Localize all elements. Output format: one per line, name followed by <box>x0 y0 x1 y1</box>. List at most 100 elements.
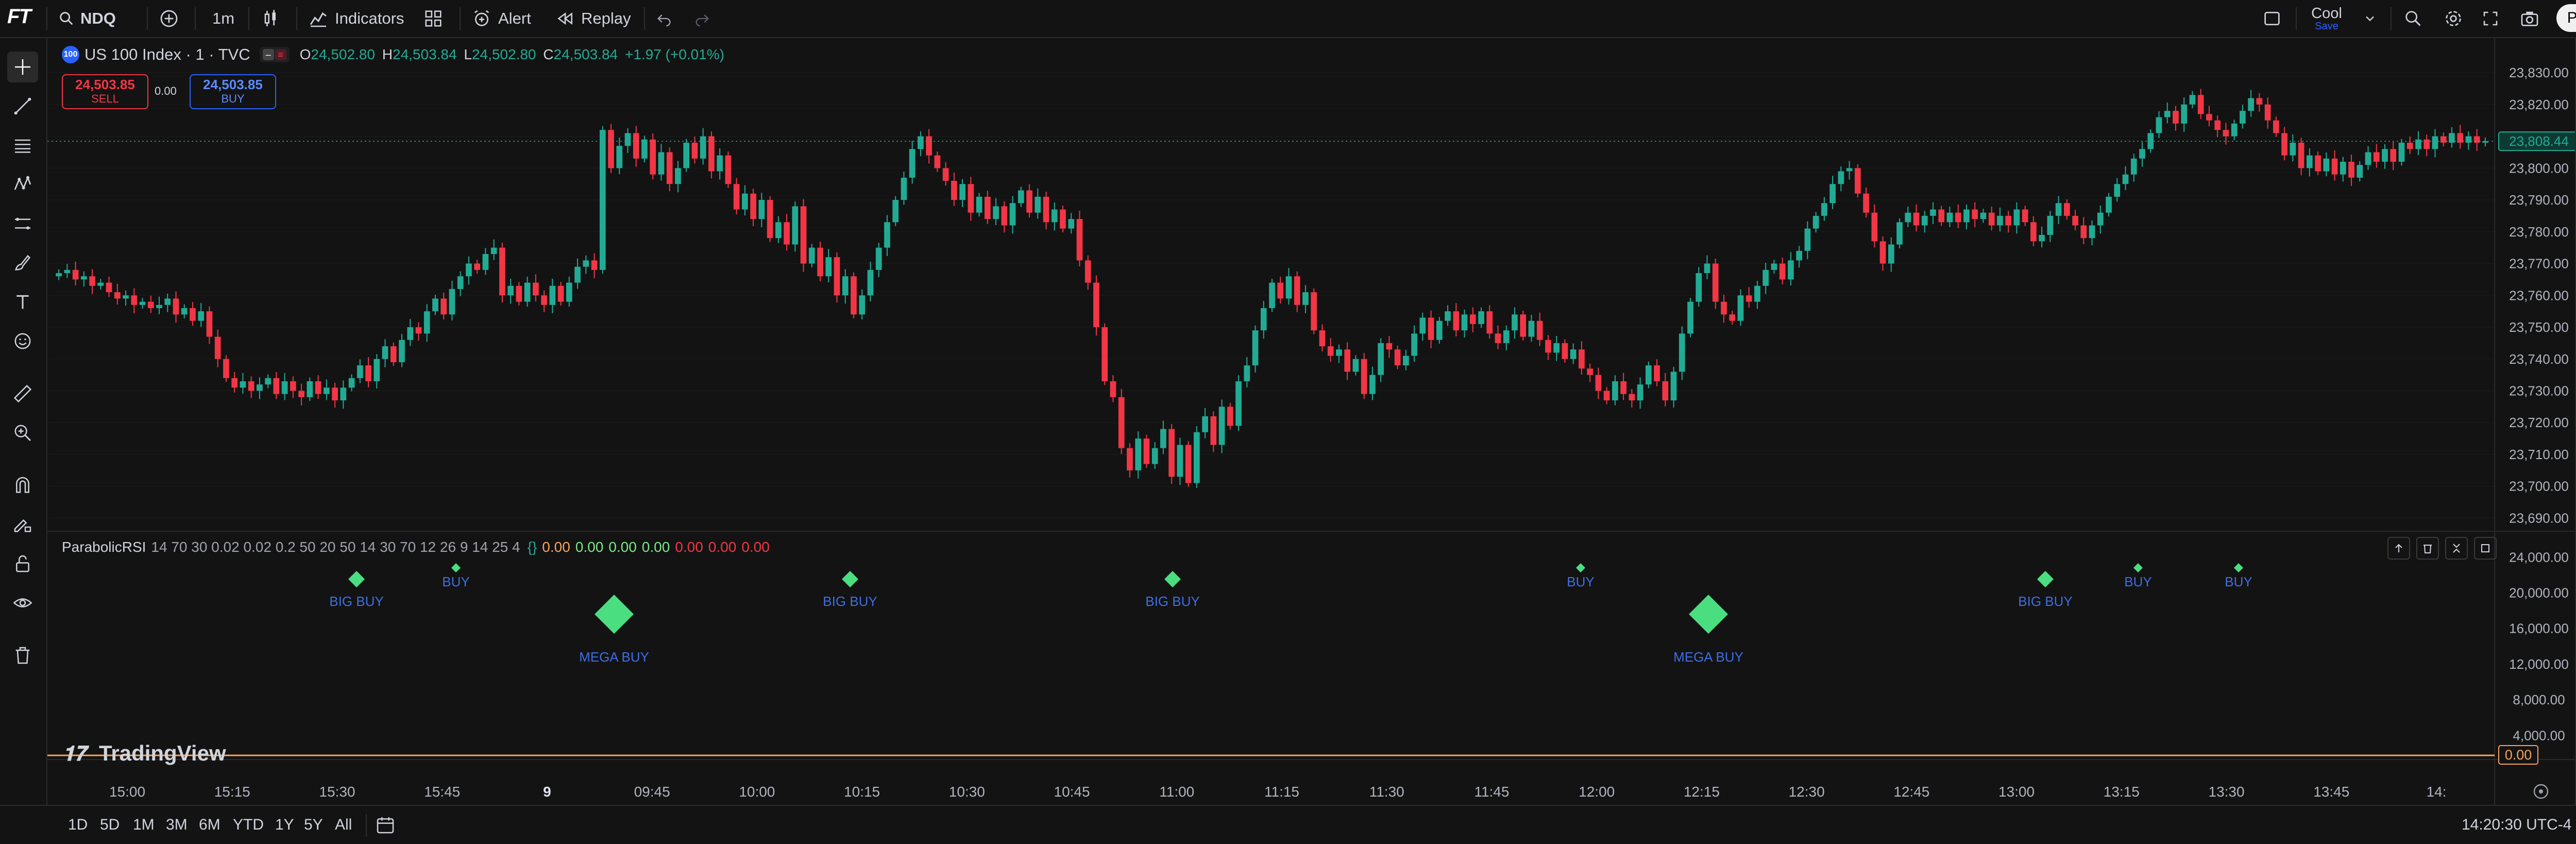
candle <box>775 216 782 243</box>
range-5y-button[interactable]: 5Y <box>304 816 323 833</box>
signal-marker[interactable]: BUY <box>442 563 470 589</box>
zoom-tool[interactable] <box>7 417 38 448</box>
collapse-pane-button[interactable] <box>2445 537 2468 560</box>
go-to-date-button[interactable] <box>375 806 396 844</box>
candle <box>2114 178 2121 202</box>
snapshot-button[interactable] <box>2519 0 2540 37</box>
range-5d-button[interactable]: 5D <box>100 816 120 833</box>
brush-tool[interactable] <box>7 247 38 278</box>
indicator-name[interactable]: ParabolicRSI <box>62 539 146 555</box>
candle <box>574 258 581 289</box>
candle <box>1185 441 1192 487</box>
signal-marker[interactable]: BUY <box>2225 563 2252 589</box>
buy-button[interactable]: 24,503.85 BUY <box>190 74 276 109</box>
diamond-icon <box>1576 563 1585 572</box>
candle <box>131 288 138 313</box>
crosshair-tool[interactable] <box>7 52 38 82</box>
settings-button[interactable] <box>2443 0 2464 37</box>
candle <box>1879 236 1886 271</box>
replay-button[interactable]: Replay <box>555 0 631 37</box>
signal-marker[interactable]: BIG BUY <box>2018 571 2073 609</box>
candle <box>959 179 965 207</box>
symbol-badge[interactable]: 100 <box>62 46 79 63</box>
symbol-title[interactable]: US 100 Index · 1 · TVC <box>84 45 250 63</box>
legend-toggle[interactable]: – ≡ <box>259 47 290 62</box>
candle <box>884 215 890 256</box>
candle <box>2449 127 2455 148</box>
layout-toggle-button[interactable] <box>2262 0 2282 37</box>
alert-button[interactable]: Alert <box>471 0 531 37</box>
candle <box>1218 399 1225 453</box>
move-pane-up-button[interactable] <box>2387 537 2410 560</box>
range-1m-button[interactable]: 1M <box>133 816 155 833</box>
layout-name-button[interactable]: Cool Save <box>2310 0 2343 37</box>
candle <box>1603 387 1610 404</box>
candle <box>1913 204 1920 232</box>
emoji-tool[interactable] <box>7 326 38 357</box>
chart-area[interactable]: 23,830.0023,820.0023,810.0023,800.0023,7… <box>47 38 2576 805</box>
chart-canvas[interactable]: 23,830.0023,820.0023,810.0023,800.0023,7… <box>47 38 2576 805</box>
time-tick-label: 15:30 <box>319 784 355 800</box>
stay-drawing-tool[interactable] <box>7 509 38 540</box>
signal-marker[interactable]: MEGA BUY <box>579 595 649 665</box>
publish-button[interactable]: Publish <box>2556 4 2576 32</box>
lock-drawings-tool[interactable] <box>7 548 38 579</box>
pattern-tool[interactable] <box>7 169 38 200</box>
trend-line-icon <box>14 97 31 115</box>
candle <box>1921 211 1928 233</box>
fullscreen-button[interactable] <box>2481 0 2500 37</box>
magnet-tool[interactable] <box>7 470 38 501</box>
range-1y-button[interactable]: 1Y <box>275 816 294 833</box>
delete-pane-button[interactable] <box>2416 537 2439 560</box>
price-tick-label: 23,750.00 <box>2509 319 2569 335</box>
undo-button[interactable] <box>655 0 673 37</box>
range-all-button[interactable]: All <box>335 816 352 833</box>
text-tool[interactable] <box>7 286 38 317</box>
candle <box>2055 196 2062 224</box>
price-tick-label: 23,790.00 <box>2509 192 2569 208</box>
eye-icon <box>13 598 32 607</box>
symbol-search[interactable]: NDQ <box>58 0 116 37</box>
quick-search-button[interactable] <box>2403 0 2424 37</box>
signal-marker[interactable]: MEGA BUY <box>1673 595 1743 665</box>
candle <box>1361 353 1367 399</box>
range-ytd-button[interactable]: YTD <box>233 816 264 833</box>
candle <box>1579 341 1585 375</box>
range-6m-button[interactable]: 6M <box>199 816 221 833</box>
signal-marker[interactable]: BIG BUY <box>823 571 877 609</box>
maximize-pane-button[interactable] <box>2474 537 2497 560</box>
timezone-clock[interactable]: 14:20:30 UTC-4 <box>2462 816 2572 833</box>
candle <box>490 239 497 260</box>
app-logo[interactable]: FT <box>7 5 31 28</box>
measure-tool[interactable] <box>7 378 38 409</box>
signal-marker[interactable]: BUY <box>2124 563 2152 589</box>
layout-menu-button[interactable] <box>2363 0 2377 37</box>
signal-marker[interactable]: BUY <box>1567 563 1595 589</box>
candle <box>2072 210 2078 230</box>
pattern-icon <box>14 176 31 190</box>
signal-marker[interactable]: BIG BUY <box>1145 571 1200 609</box>
compare-symbol-button[interactable] <box>159 0 179 37</box>
candle <box>1930 202 1936 224</box>
hide-drawings-tool[interactable] <box>7 587 38 618</box>
candle <box>1687 298 1693 337</box>
forecast-tool[interactable] <box>7 208 38 239</box>
indicators-button[interactable]: Indicators <box>308 0 404 37</box>
time-axis-settings[interactable] <box>2533 784 2549 799</box>
range-3m-button[interactable]: 3M <box>166 816 188 833</box>
redo-button[interactable] <box>693 0 711 37</box>
sell-price: 24,503.85 <box>75 77 135 92</box>
interval-button[interactable]: 1m <box>212 9 235 27</box>
sell-button[interactable]: 24,503.85 SELL <box>62 74 148 109</box>
candle <box>516 282 522 306</box>
divider <box>644 7 645 30</box>
remove-drawings-tool[interactable] <box>7 640 38 671</box>
chart-type-button[interactable] <box>260 0 281 37</box>
signal-marker[interactable]: BIG BUY <box>329 571 384 609</box>
trend-line-tool[interactable] <box>7 91 38 122</box>
tradingview-watermark[interactable]: 𝟏𝟕 TradingView <box>63 741 226 765</box>
indicator-templates-button[interactable] <box>423 0 443 37</box>
fib-tool[interactable] <box>7 130 38 161</box>
range-1d-button[interactable]: 1D <box>68 816 88 833</box>
fullscreen-icon <box>2483 11 2498 26</box>
